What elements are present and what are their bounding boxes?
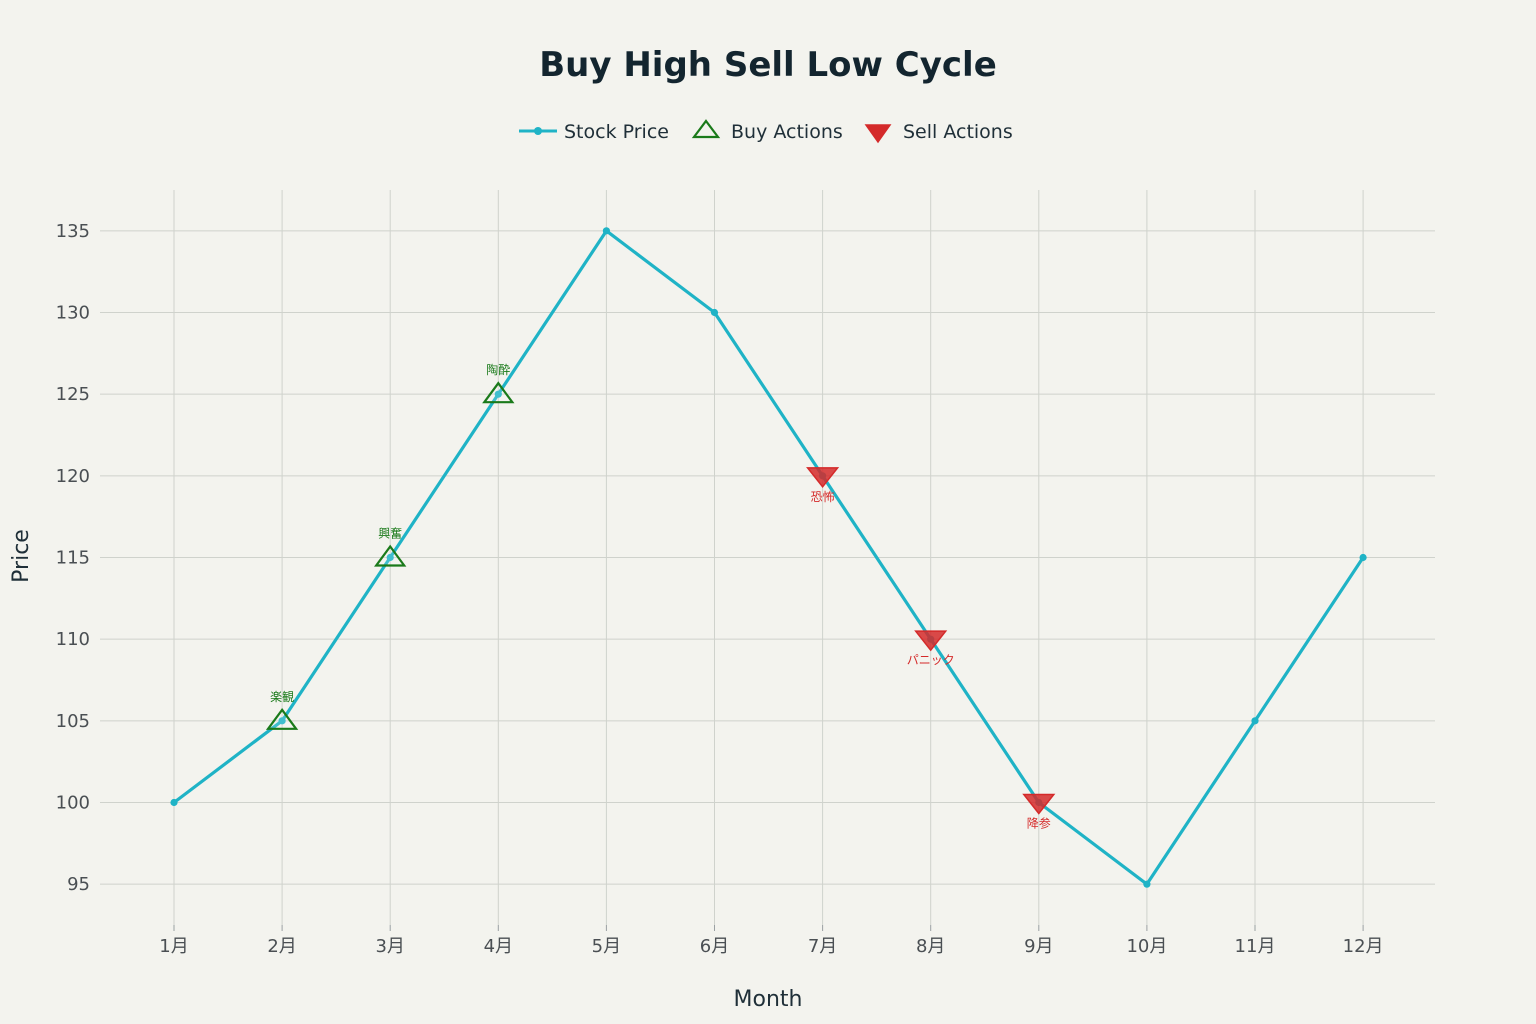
x-tick-label: 1月 [159,936,188,957]
y-tick-label: 130 [56,303,90,324]
buy-marker[interactable] [374,544,407,567]
legend: Stock Price Buy Actions Sell Actions [519,119,1013,144]
stock-price-point[interactable] [602,227,611,235]
x-tick-label: 10月 [1126,936,1167,957]
legend-dot-icon [534,127,542,135]
x-tick-label: 4月 [484,936,513,957]
stock-price-point[interactable] [170,798,178,807]
triangle-down-icon [864,124,892,144]
stock-price-point[interactable] [1359,553,1367,562]
y-tick-label: 110 [56,629,90,650]
triangle-up-icon [691,119,721,139]
sell-annotation: パニック [907,653,955,667]
y-tick-label: 125 [56,384,90,405]
legend-item-stock-price[interactable]: Stock Price [519,121,669,143]
x-tick-label: 11月 [1235,936,1276,957]
stock-price-point[interactable] [710,308,719,317]
legend-label-stock-price: Stock Price [564,121,669,143]
y-tick-label: 100 [56,793,90,814]
y-tick-label: 115 [56,548,90,569]
y-tick-label: 135 [56,221,90,242]
x-tick-label: 3月 [375,936,404,957]
sell-marker[interactable] [914,630,948,652]
legend-item-buy-actions[interactable]: Buy Actions [691,119,843,143]
x-tick-label: 5月 [592,936,621,957]
y-tick-label: 120 [56,466,90,487]
sell-annotation: 恐怖 [811,489,835,504]
legend-item-sell-actions[interactable]: Sell Actions [864,121,1013,144]
x-tick-label: 8月 [916,936,945,957]
stock-price-point[interactable] [386,553,394,562]
x-tick-label: 2月 [267,936,296,957]
y-axis-ticks: 95 100 105 110 115 120 125 130 135 [56,221,90,895]
buy-annotation: 興奮 [378,526,402,541]
buy-marker[interactable] [265,707,299,730]
chart-title: Buy High Sell Low Cycle [539,45,997,85]
x-tick-label: 6月 [700,936,729,957]
x-axis-label: Month [734,987,803,1012]
stock-price-point[interactable] [494,390,502,398]
y-tick-label: 105 [56,711,90,732]
buy-annotation: 楽観 [270,690,294,704]
buy-markers: 楽観 興奮 陶酔 [265,362,515,730]
stock-price-point[interactable] [278,717,286,725]
x-tick-label: 7月 [808,936,837,957]
sell-marker[interactable] [806,467,840,489]
sell-marker[interactable] [1022,793,1056,815]
legend-label-sell-actions: Sell Actions [903,121,1013,143]
stock-price-point[interactable] [1251,717,1259,725]
buy-annotation: 陶酔 [486,362,510,377]
x-tick-label: 12月 [1343,936,1384,957]
y-axis-label: Price [9,529,34,583]
stock-price-line [173,229,1365,886]
grid [100,190,1435,925]
sell-annotation: 降参 [1027,816,1051,831]
y-tick-label: 95 [67,874,90,895]
stock-price-point[interactable] [1143,880,1151,888]
legend-label-buy-actions: Buy Actions [731,121,843,143]
buy-marker[interactable] [482,381,515,404]
x-axis-ticks: 1月 2月 3月 4月 5月 6月 7月 8月 9月 10月 11月 12月 [159,925,1384,957]
x-tick-label: 9月 [1024,936,1053,957]
